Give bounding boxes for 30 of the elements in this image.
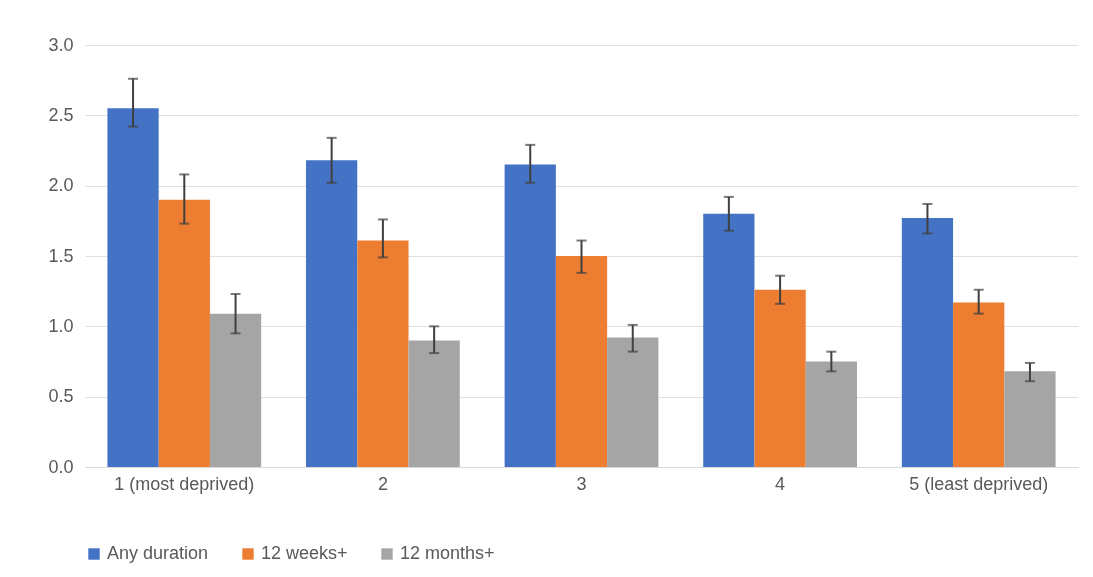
x-tick-label: 4 — [775, 473, 786, 494]
bar — [555, 256, 608, 467]
y-tick-label: 3.0 — [48, 34, 74, 55]
bar — [805, 361, 857, 467]
bar — [158, 199, 210, 467]
y-tick-label: 0.0 — [48, 456, 74, 477]
bar — [357, 240, 409, 467]
bar — [953, 302, 1005, 467]
bar — [209, 313, 262, 467]
x-tick-label: 5 (least deprived) — [909, 473, 1049, 494]
y-tick-label: 2.5 — [48, 104, 74, 125]
y-tick-label: 1.0 — [48, 315, 74, 336]
bar — [306, 160, 358, 467]
legend-label: 12 months+ — [400, 543, 495, 563]
bar — [1004, 371, 1056, 467]
bar — [504, 164, 556, 467]
x-tick-label: 2 — [377, 473, 388, 494]
legend-label: 12 weeks+ — [261, 543, 348, 563]
y-tick-label: 0.5 — [48, 386, 74, 407]
legend-label: Any duration — [107, 543, 209, 563]
x-tick-label: 3 — [576, 473, 587, 494]
bar — [107, 108, 159, 467]
bar — [901, 218, 954, 467]
bar — [607, 337, 659, 467]
bar — [408, 340, 460, 467]
x-tick-label: 1 (most deprived) — [114, 473, 255, 494]
y-tick-label: 2.0 — [48, 175, 74, 196]
y-tick-label: 1.5 — [48, 245, 74, 266]
bar — [703, 213, 755, 467]
bar — [754, 289, 806, 467]
